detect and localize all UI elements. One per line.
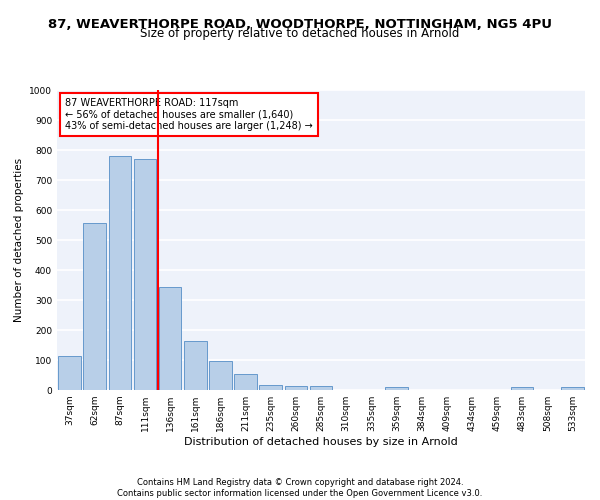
X-axis label: Distribution of detached houses by size in Arnold: Distribution of detached houses by size …: [184, 437, 458, 447]
Bar: [159, 286, 181, 390]
Bar: [134, 159, 157, 390]
Bar: [184, 340, 206, 390]
Bar: [385, 386, 408, 390]
Bar: [259, 384, 282, 390]
Bar: [209, 360, 232, 390]
Bar: [561, 388, 584, 390]
Bar: [234, 374, 257, 390]
Y-axis label: Number of detached properties: Number of detached properties: [14, 158, 23, 322]
Bar: [284, 386, 307, 390]
Bar: [109, 156, 131, 390]
Bar: [310, 386, 332, 390]
Bar: [511, 388, 533, 390]
Text: Size of property relative to detached houses in Arnold: Size of property relative to detached ho…: [140, 28, 460, 40]
Text: Contains HM Land Registry data © Crown copyright and database right 2024.
Contai: Contains HM Land Registry data © Crown c…: [118, 478, 482, 498]
Bar: [58, 356, 81, 390]
Text: 87, WEAVERTHORPE ROAD, WOODTHORPE, NOTTINGHAM, NG5 4PU: 87, WEAVERTHORPE ROAD, WOODTHORPE, NOTTI…: [48, 18, 552, 30]
Bar: [83, 223, 106, 390]
Text: 87 WEAVERTHORPE ROAD: 117sqm
← 56% of detached houses are smaller (1,640)
43% of: 87 WEAVERTHORPE ROAD: 117sqm ← 56% of de…: [65, 98, 313, 130]
